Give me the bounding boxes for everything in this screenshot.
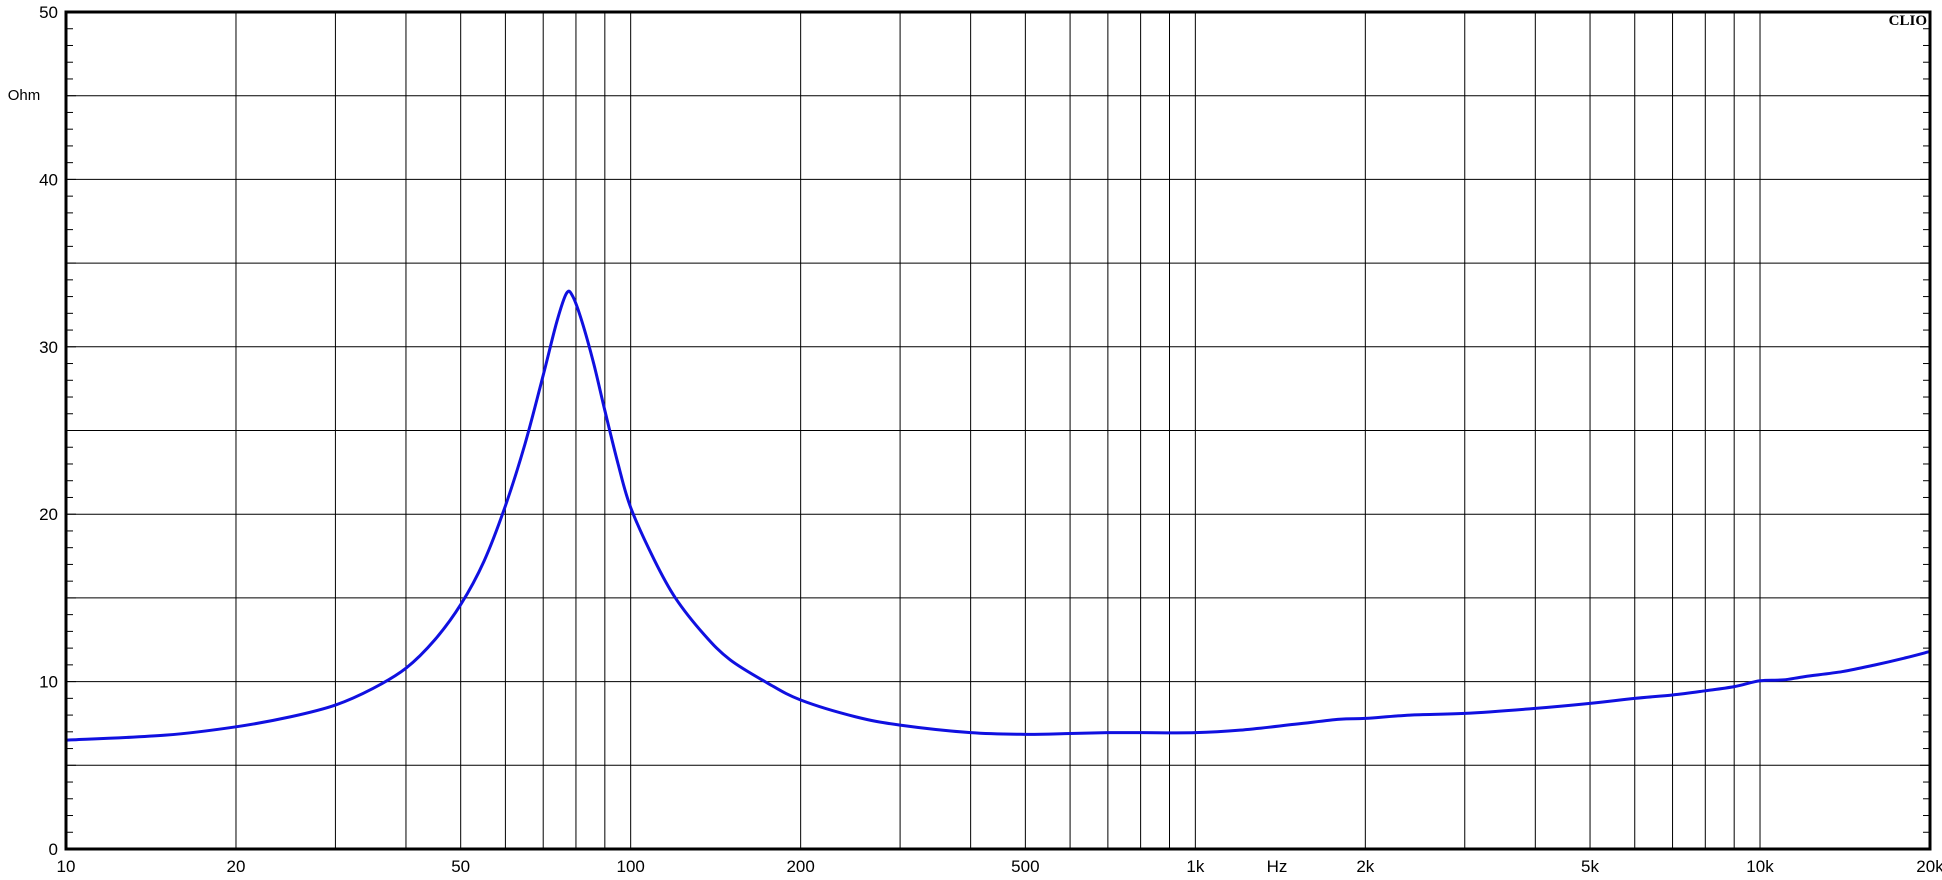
y-tick-label: 0 — [49, 840, 58, 859]
x-tick-label: 20k — [1916, 857, 1942, 876]
x-tick-label: 2k — [1356, 857, 1374, 876]
y-tick-label: 50 — [39, 3, 58, 22]
x-tick-label: 20 — [227, 857, 246, 876]
major-grid — [66, 12, 1930, 849]
x-tick-label: 10k — [1746, 857, 1774, 876]
x-tick-label: 500 — [1011, 857, 1039, 876]
y-tick-label: 30 — [39, 338, 58, 357]
tick-layer — [66, 28, 1930, 833]
y-tick-label: 20 — [39, 505, 58, 524]
impedance-curve — [64, 289, 1932, 742]
y-axis-label: Ohm — [8, 87, 41, 104]
brand-logo: CLIO — [1889, 13, 1927, 29]
x-tick-label: 10 — [57, 857, 76, 876]
series-layer — [64, 289, 1932, 742]
y-tick-label: 10 — [39, 673, 58, 692]
x-tick-label: 5k — [1581, 857, 1599, 876]
y-tick-label: 40 — [39, 170, 58, 189]
x-axis-label: Hz — [1267, 857, 1288, 876]
x-tick-label: 1k — [1186, 857, 1204, 876]
y-tick-labels: 0 10 20 30 40 50 — [39, 3, 58, 859]
x-tick-labels: 10 20 50 100 200 500 1k 2k 5k 10k 20k — [57, 857, 1942, 876]
x-tick-label: 100 — [616, 857, 644, 876]
x-tick-label: 200 — [786, 857, 814, 876]
x-tick-label: 50 — [451, 857, 470, 876]
